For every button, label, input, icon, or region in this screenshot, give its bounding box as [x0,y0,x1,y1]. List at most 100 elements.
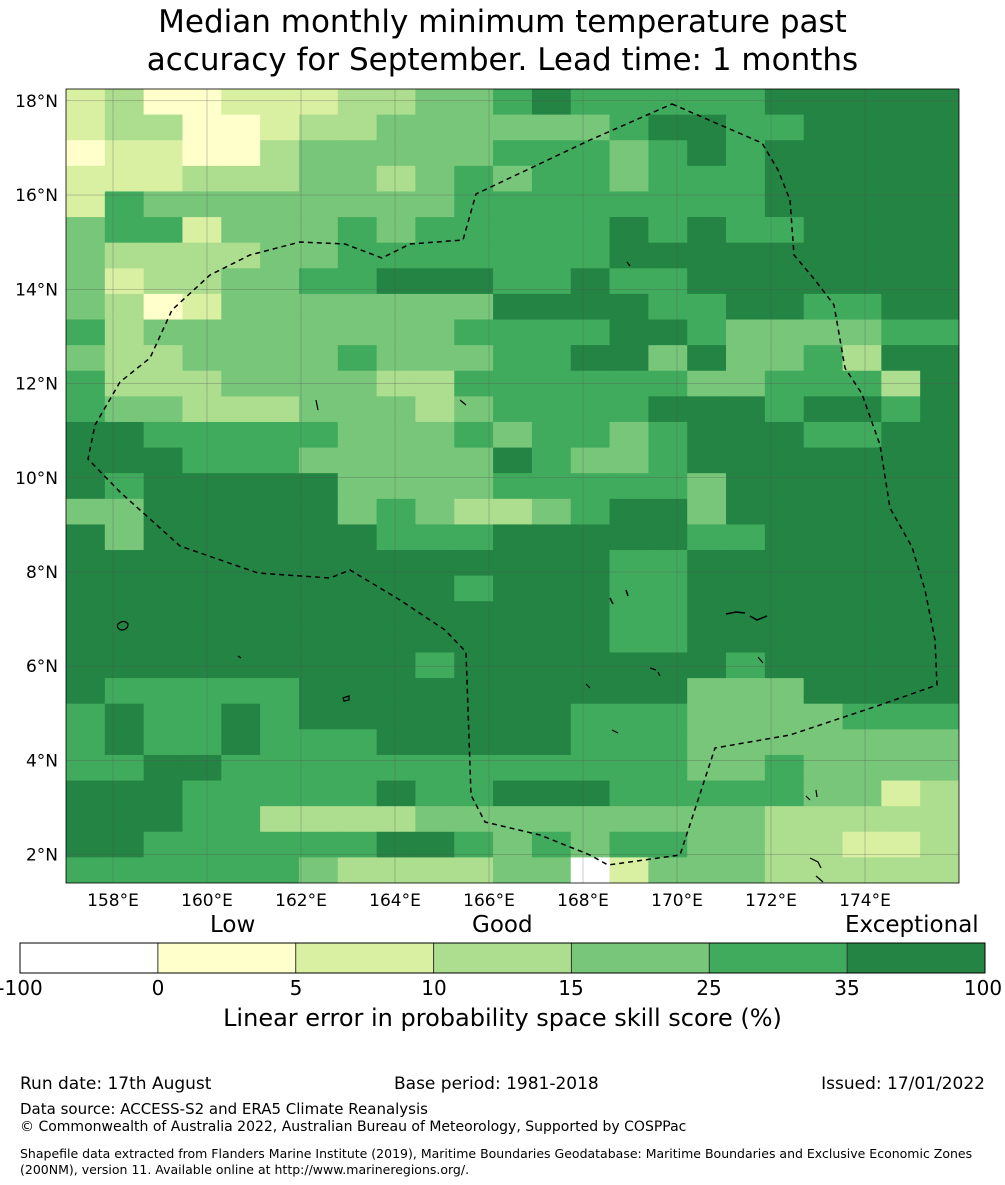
skill-cell [143,165,184,193]
skill-cell [454,857,494,883]
skill-cell [687,421,727,449]
skill-cell [764,89,805,116]
skill-cell [842,217,882,244]
skill-cell [648,729,688,756]
map-title-line-2: accuracy for September. Lead time: 1 mon… [146,42,859,78]
skill-cell [260,703,300,730]
skill-cell [143,217,184,244]
skill-cell [648,857,688,883]
skill-cell [493,217,533,244]
skill-cell [609,626,649,654]
skill-cell [337,831,378,858]
skill-cell [298,780,339,807]
skill-cell [454,217,494,244]
skill-cell [415,319,455,346]
skill-cell [376,550,417,577]
skill-cell [726,678,766,705]
skill-cell [298,473,339,500]
skill-cell [920,626,959,654]
skill-cell [182,140,222,167]
x-tick-label: 166°E [463,891,515,911]
skill-cell [803,114,844,141]
skill-cell [493,550,533,577]
skill-cell [298,89,339,116]
skill-cell [221,447,261,474]
skill-cell [454,626,494,654]
skill-cell [531,319,572,346]
skill-cell [104,729,145,756]
skill-cell [842,114,882,141]
skill-cell [920,370,959,397]
skill-cell [842,550,882,577]
skill-cell [143,857,184,883]
skill-cell [337,678,378,705]
skill-cell [221,626,261,654]
eez-boundary [87,103,938,866]
skill-cell [842,242,882,269]
skill-cell [182,729,222,756]
skill-cell [881,191,921,218]
skill-cell [726,780,766,807]
skill-cell [143,293,184,321]
skill-cell [881,780,921,807]
skill-cell [920,140,959,167]
colorbar-segment [157,943,297,973]
skill-cell [764,754,805,782]
skill-cell [881,140,921,167]
skill-cell [842,293,882,321]
skill-cell [143,396,184,423]
skill-cell [260,754,300,782]
eez-boundary-line [87,103,938,866]
skill-cell [66,396,106,423]
skill-cell [531,550,572,577]
skill-cell [182,601,222,628]
skill-cell [881,729,921,756]
skill-cell [803,345,844,372]
skill-cell [298,165,339,193]
skill-cell [648,806,688,833]
map-frame [65,88,960,884]
skill-cell [609,114,649,141]
skill-cell [337,370,378,397]
skill-cell [609,473,649,500]
skill-cell [104,242,145,269]
skill-cell [726,831,766,858]
skill-cell [687,575,727,602]
skill-cell [920,165,959,193]
skill-cell [415,140,455,167]
skill-cell [609,806,649,833]
skill-cell [842,754,882,782]
skill-cell [570,806,611,833]
skill-cell [454,140,494,167]
skill-cell [337,242,378,269]
skill-cell [531,575,572,602]
skill-cell [493,626,533,654]
skill-cell [376,191,417,218]
skill-cell [260,678,300,705]
skill-cell [648,165,688,193]
skill-cell [570,575,611,602]
skill-cell [376,293,417,321]
y-tick-label: 6°N [26,657,58,677]
skill-cell [920,114,959,141]
skill-cell [66,754,106,782]
skill-cell [493,831,533,858]
skill-cell [764,831,805,858]
skill-cell [104,268,145,295]
skill-cell [337,396,378,423]
skill-cell [376,626,417,654]
skill-cell [803,678,844,705]
skill-cell [531,678,572,705]
skill-cell [337,575,378,602]
skill-cell [531,396,572,423]
skill-cell [415,652,455,679]
skill-cell [66,524,106,551]
skill-cell [415,626,455,654]
skill-cell [260,293,300,321]
skill-cell [454,806,494,833]
colorbar-segment [295,943,434,973]
skill-cell [842,806,882,833]
skill-cell [415,242,455,269]
skill-cell [920,498,959,526]
